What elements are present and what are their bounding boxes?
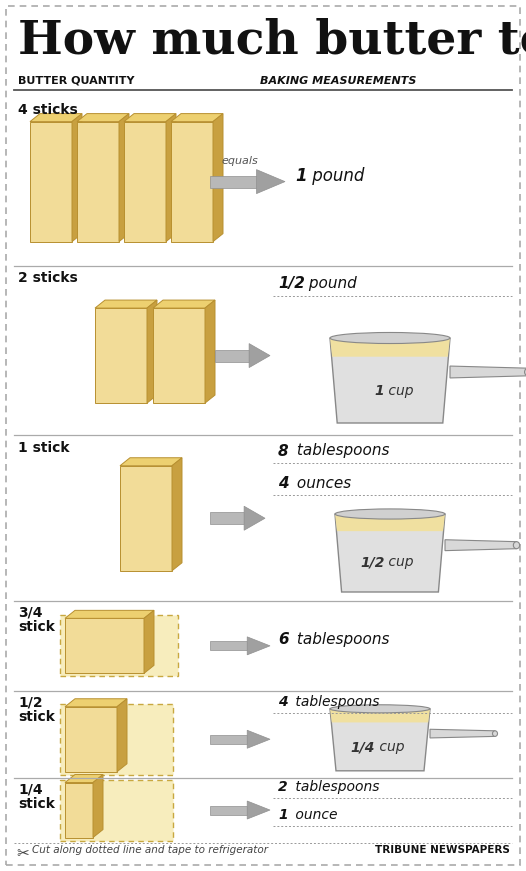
Text: tablespoons: tablespoons [292, 632, 389, 647]
Bar [171, 122, 213, 241]
Text: ✂: ✂ [16, 846, 29, 861]
Polygon shape [95, 300, 157, 308]
Bar [77, 122, 119, 241]
Text: BAKING MEASUREMENTS: BAKING MEASUREMENTS [260, 76, 417, 86]
Bar [210, 176, 257, 187]
Polygon shape [93, 774, 103, 838]
Text: stick: stick [18, 620, 55, 634]
Text: ounces: ounces [292, 476, 351, 490]
Bar [210, 735, 247, 744]
Text: stick: stick [18, 797, 55, 811]
Text: How much butter to use?: How much butter to use? [18, 18, 526, 64]
Text: cup: cup [375, 740, 404, 754]
Text: Cut along dotted line and tape to refrigerator: Cut along dotted line and tape to refrig… [32, 845, 268, 855]
Bar [60, 615, 178, 677]
Text: cup: cup [384, 384, 413, 398]
Polygon shape [65, 774, 103, 782]
Polygon shape [247, 801, 270, 819]
Polygon shape [77, 113, 129, 122]
Polygon shape [445, 540, 517, 550]
Polygon shape [65, 611, 154, 618]
Text: TRIBUNE NEWSPAPERS: TRIBUNE NEWSPAPERS [375, 845, 510, 855]
Polygon shape [172, 458, 182, 571]
Polygon shape [171, 113, 223, 122]
Polygon shape [117, 699, 127, 772]
Bar [65, 782, 93, 838]
Bar [30, 122, 72, 241]
Polygon shape [65, 699, 127, 706]
Polygon shape [335, 514, 445, 592]
Ellipse shape [330, 333, 450, 343]
Polygon shape [430, 729, 495, 738]
Text: 2 sticks: 2 sticks [18, 271, 78, 285]
Text: 6: 6 [278, 632, 289, 647]
Polygon shape [205, 300, 215, 403]
Polygon shape [330, 709, 430, 722]
Text: 1: 1 [375, 384, 384, 398]
Polygon shape [247, 637, 270, 655]
Text: pound: pound [304, 275, 357, 291]
Bar [210, 806, 247, 814]
Polygon shape [257, 170, 285, 193]
Text: 4: 4 [278, 695, 288, 709]
Text: 4 sticks: 4 sticks [18, 103, 78, 117]
Text: 1/2: 1/2 [360, 556, 385, 570]
Text: tablespoons: tablespoons [292, 443, 389, 458]
Bar [210, 512, 244, 524]
Polygon shape [249, 343, 270, 368]
Bar [65, 706, 117, 772]
Polygon shape [244, 506, 265, 530]
Polygon shape [330, 338, 450, 423]
Text: tablespoons: tablespoons [291, 695, 379, 709]
Ellipse shape [335, 509, 445, 519]
Text: 8: 8 [278, 443, 289, 458]
Bar [210, 641, 247, 651]
Text: 1/2: 1/2 [278, 275, 305, 291]
Polygon shape [30, 113, 82, 122]
Text: 1: 1 [278, 807, 288, 822]
Text: tablespoons: tablespoons [291, 780, 379, 793]
Bar [153, 308, 205, 403]
Bar [60, 704, 173, 774]
Polygon shape [120, 458, 182, 466]
Text: ounce: ounce [291, 807, 338, 822]
Text: 1/4: 1/4 [351, 740, 375, 754]
Polygon shape [124, 113, 176, 122]
Polygon shape [330, 709, 430, 771]
Text: 4: 4 [278, 476, 289, 490]
Text: 1/4: 1/4 [18, 783, 43, 797]
Text: equals: equals [221, 156, 258, 165]
Text: 1/2: 1/2 [18, 696, 43, 710]
Polygon shape [144, 611, 154, 673]
Bar [65, 618, 144, 673]
Bar [215, 349, 249, 361]
Text: BUTTER QUANTITY: BUTTER QUANTITY [18, 76, 135, 86]
Text: cup: cup [385, 556, 414, 570]
Polygon shape [166, 113, 176, 241]
Ellipse shape [513, 542, 520, 549]
Bar [95, 308, 147, 403]
Polygon shape [247, 730, 270, 748]
Ellipse shape [330, 705, 430, 712]
Bar [120, 466, 172, 571]
Text: stick: stick [18, 710, 55, 724]
Polygon shape [450, 366, 526, 378]
Bar [124, 122, 166, 241]
Text: 3/4: 3/4 [18, 606, 43, 620]
Polygon shape [72, 113, 82, 241]
Text: 1 stick: 1 stick [18, 441, 69, 455]
Polygon shape [119, 113, 129, 241]
Ellipse shape [524, 368, 526, 375]
Polygon shape [335, 514, 445, 531]
Polygon shape [147, 300, 157, 403]
Ellipse shape [492, 731, 498, 736]
Bar [60, 780, 173, 841]
Text: 2: 2 [278, 780, 288, 793]
Polygon shape [153, 300, 215, 308]
Polygon shape [213, 113, 223, 241]
Polygon shape [330, 338, 450, 357]
Text: 1: 1 [295, 166, 307, 185]
Text: pound: pound [307, 166, 365, 185]
